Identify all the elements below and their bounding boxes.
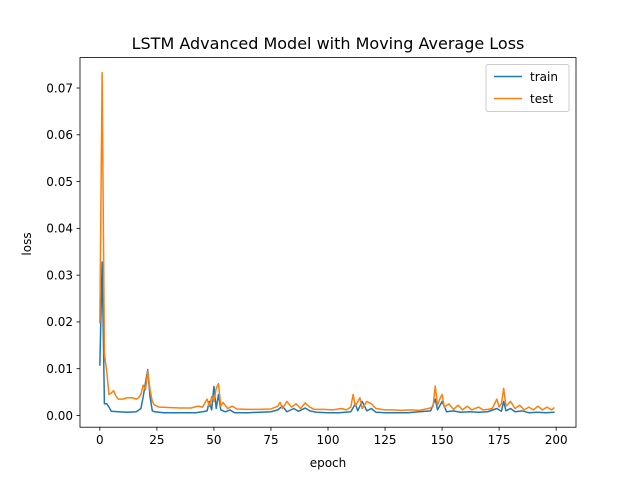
x-tick-label: 100 — [317, 433, 340, 447]
x-axis-label: epoch — [310, 456, 347, 470]
y-tick-label: 0.00 — [46, 409, 73, 423]
y-tick-label: 0.01 — [46, 362, 73, 376]
y-tick-label: 0.03 — [46, 268, 73, 282]
series-line-test — [99, 71, 555, 412]
x-tick-label: 25 — [149, 433, 164, 447]
chart-title: LSTM Advanced Model with Moving Average … — [132, 34, 525, 53]
y-axis-label: loss — [20, 232, 34, 255]
x-tick-label: 50 — [206, 433, 221, 447]
plot-area: 0 25 50 75 100 125 150 175 200 0.00 0.01 0.02 0.03 0.… — [46, 57, 577, 447]
y-tick-label: 0.07 — [46, 81, 73, 95]
legend-label-test: test — [530, 92, 553, 106]
x-tick-label: 75 — [263, 433, 278, 447]
y-tick-label: 0.02 — [46, 315, 73, 329]
y-tick-label: 0.06 — [46, 128, 73, 142]
x-tick-label: 0 — [96, 433, 104, 447]
x-tick-label: 175 — [488, 433, 511, 447]
x-tick-label: 125 — [374, 433, 397, 447]
x-tick-label: 200 — [545, 433, 568, 447]
y-tick-label: 0.05 — [46, 175, 73, 189]
x-tick-label: 150 — [431, 433, 454, 447]
legend-label-train: train — [530, 70, 558, 84]
chart-legend: train test — [485, 64, 570, 112]
y-tick-label: 0.04 — [46, 222, 73, 236]
